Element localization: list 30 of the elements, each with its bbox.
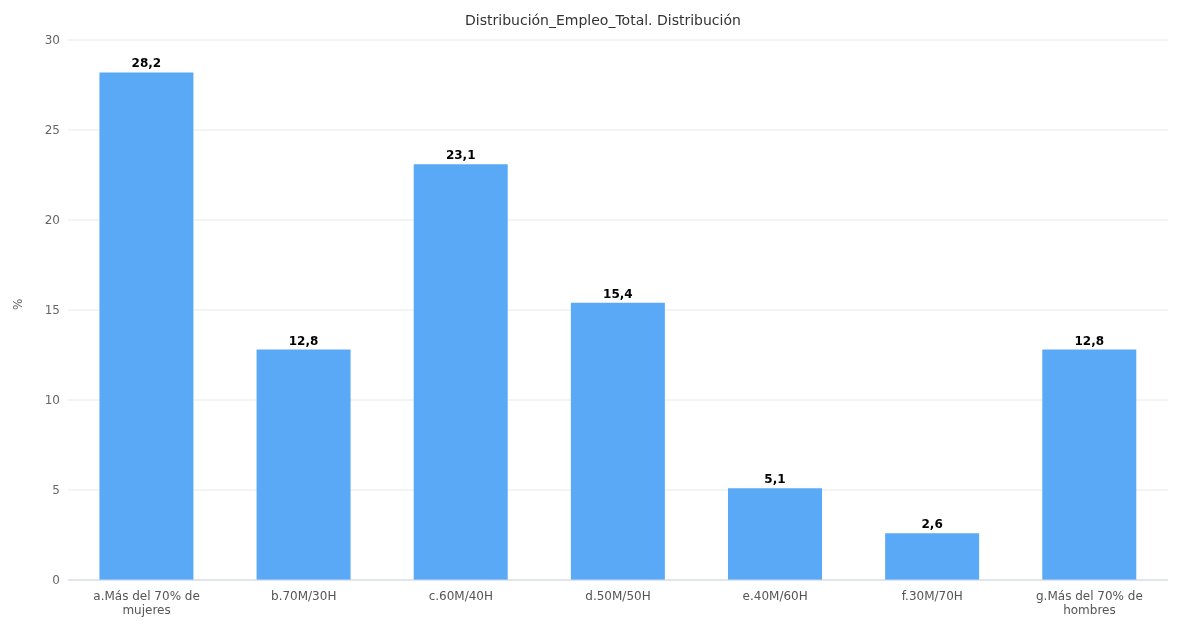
data-label: 23,1 xyxy=(445,148,476,163)
x-tick-label: f.30M/70H xyxy=(901,589,963,603)
y-tick-label: 25 xyxy=(44,123,60,138)
y-tick-label: 10 xyxy=(44,393,60,408)
data-label: 12,8 xyxy=(1074,333,1105,348)
bar xyxy=(570,302,665,580)
y-tick-label: 30 xyxy=(44,33,60,48)
x-tick-label: d.50M/50H xyxy=(585,589,651,603)
y-tick-label: 5 xyxy=(52,483,60,498)
bar xyxy=(1042,349,1137,580)
data-label: 12,8 xyxy=(288,333,319,348)
bar xyxy=(256,349,351,580)
data-label: 2,6 xyxy=(921,517,943,532)
x-tick-label: g.Más del 70% de hombres xyxy=(1036,589,1143,617)
chart-title: Distribución_Empleo_Total. Distribución xyxy=(464,12,742,28)
y-axis-title: % xyxy=(11,298,26,310)
data-label: 5,1 xyxy=(764,472,786,487)
x-tick-label: e.40M/60H xyxy=(742,589,808,603)
bar xyxy=(885,533,980,580)
x-tick-label: c.60M/40H xyxy=(428,589,494,603)
x-tick-label: b.70M/30H xyxy=(271,589,337,603)
y-tick-label: 15 xyxy=(44,303,60,318)
data-label: 28,2 xyxy=(131,56,162,71)
y-tick-label: 0 xyxy=(52,573,60,588)
bar xyxy=(413,164,508,580)
data-label: 15,4 xyxy=(603,286,633,301)
bar xyxy=(99,72,194,580)
bar xyxy=(728,488,822,580)
x-tick-label: a.Más del 70% de mujeres xyxy=(93,589,200,617)
y-tick-label: 20 xyxy=(44,213,60,228)
